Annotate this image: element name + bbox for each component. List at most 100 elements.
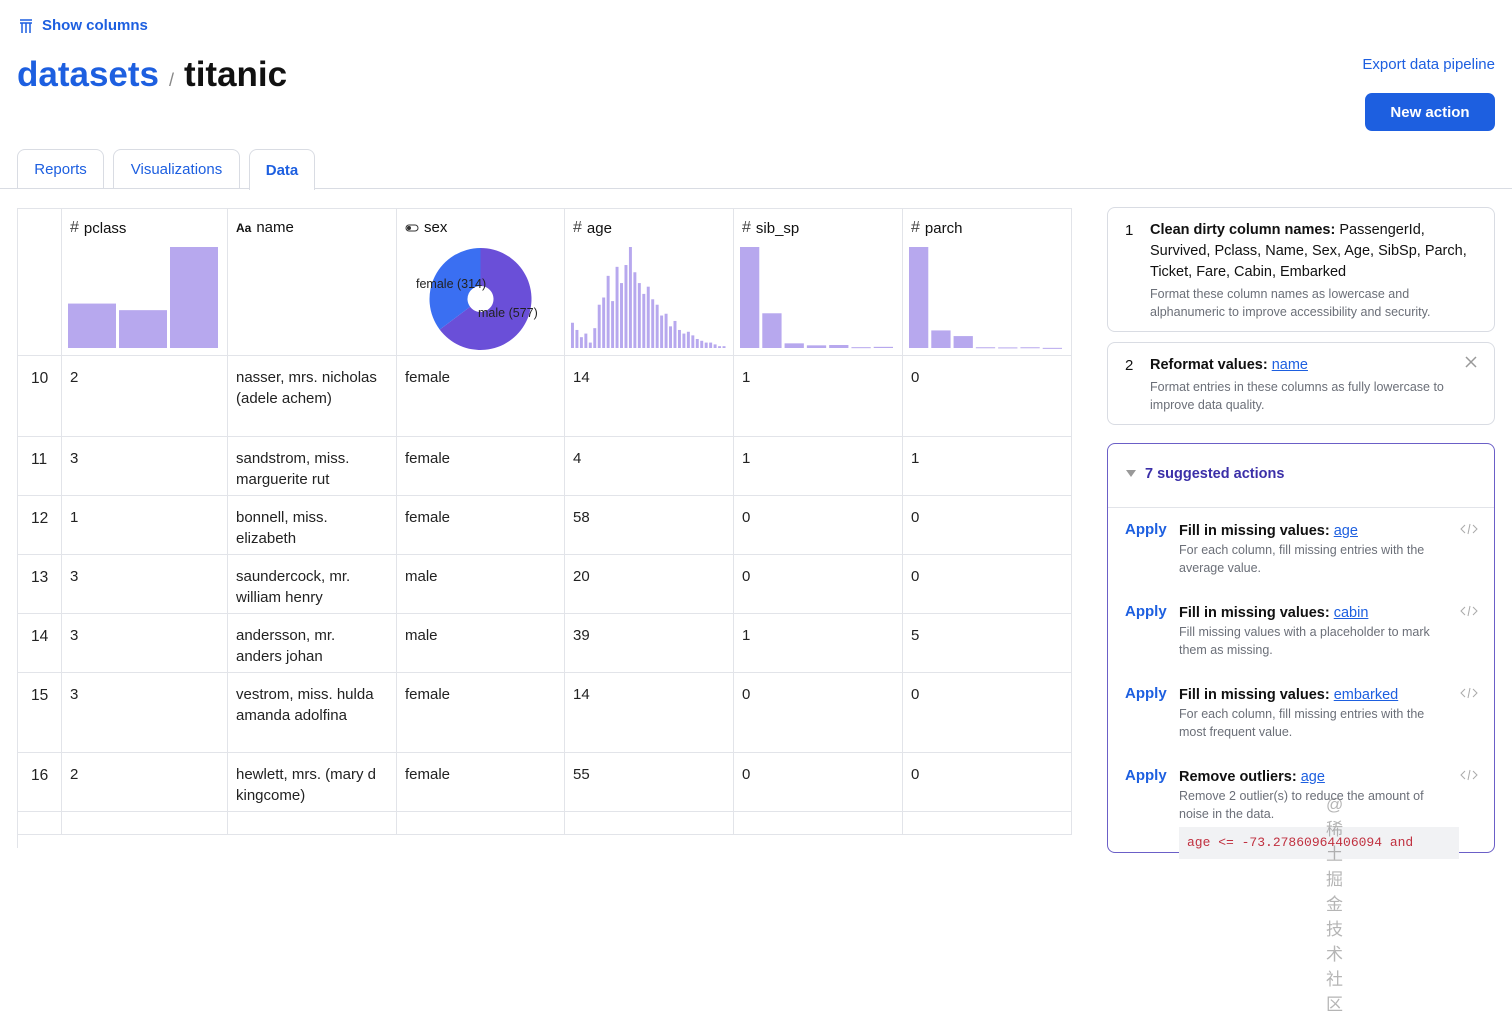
table-cell: 3 (62, 673, 228, 753)
table-cell: 0 (734, 555, 903, 614)
step-title-text: Reformat values: (1150, 357, 1268, 373)
header-cell (18, 209, 62, 356)
table-cell: 0 (903, 673, 1072, 753)
table-cell: andersson, mr. anders johan (228, 614, 397, 673)
tab[interactable]: Visualizations (113, 149, 240, 189)
code-glyph (1460, 605, 1478, 617)
suggestion-description: For each column, fill missing entries wi… (1179, 543, 1425, 575)
column-type-icon: # (573, 219, 582, 236)
mini-chart (68, 247, 218, 348)
code-icon[interactable] (1460, 769, 1478, 781)
step-title-text: Clean dirty column names: (1150, 222, 1336, 238)
histogram-bar (624, 265, 628, 348)
histogram-bar (677, 329, 681, 348)
histogram-bar (806, 345, 827, 348)
table-cell: female (397, 356, 565, 437)
histogram-bar (588, 342, 592, 348)
table-cell: sandstrom, miss. marguerite rut (228, 437, 397, 496)
code-glyph (1460, 687, 1478, 699)
apply-button[interactable]: Apply (1125, 521, 1167, 538)
histogram-bar (953, 336, 973, 348)
histogram-bar (704, 342, 708, 348)
histogram-bar (602, 297, 606, 348)
histogram-bar (784, 343, 804, 348)
column-name: age (586, 219, 612, 237)
suggestion-body: Fill in missing values: age For each colu… (1179, 521, 1449, 577)
breadcrumb-separator: / (169, 70, 175, 90)
column-link[interactable]: age (1300, 769, 1325, 785)
export-link[interactable]: Export data pipeline (1362, 56, 1495, 73)
table-cell: 0 (903, 555, 1072, 614)
histogram-bar (606, 275, 610, 348)
histogram-bar (1042, 347, 1062, 349)
close-button[interactable] (1464, 355, 1478, 369)
column-type-icon: Aa (236, 220, 252, 235)
apply-button[interactable]: Apply (1125, 767, 1167, 784)
histogram-bar (646, 286, 650, 348)
histogram-bar (975, 347, 996, 349)
apply-button[interactable]: Apply (1125, 603, 1167, 620)
table-cell: 0 (903, 356, 1072, 437)
table-cell: 0 (734, 753, 903, 812)
tab-active[interactable]: Data (249, 149, 315, 190)
suggestions-panel: 7 suggested actions Apply Fill in missing … (1107, 443, 1495, 859)
tab[interactable]: Reports (17, 149, 104, 189)
toggle-icon (405, 224, 419, 231)
table-cell: 4 (565, 437, 734, 496)
histogram-bar (718, 346, 722, 348)
table-cell: 1 (734, 614, 903, 673)
code-icon[interactable] (1460, 523, 1478, 535)
table-cell: nasser, mrs. nicholas (adele achem) (228, 356, 397, 437)
show-columns[interactable]: Show columns (18, 17, 148, 34)
table-cell: 14 (565, 673, 734, 753)
table-cell: female (397, 753, 565, 812)
column-header: sex (405, 219, 447, 236)
histogram-bar (713, 344, 717, 348)
table-cell: female (397, 673, 565, 753)
pie-slice (429, 248, 481, 330)
code-icon[interactable] (1460, 605, 1478, 617)
suggestion-title-text: Fill in missing values: (1179, 605, 1330, 621)
table-cell: 20 (565, 555, 734, 614)
column-type-icon: # (742, 219, 751, 236)
suggestion-title: Fill in missing values: embarked (1179, 685, 1449, 705)
header-cell: # age (565, 209, 734, 356)
row-index: 10 (18, 356, 62, 437)
column-link[interactable]: cabin (1333, 605, 1369, 621)
code-icon[interactable] (1460, 687, 1478, 699)
histogram-bar (628, 247, 632, 348)
histogram-bar (664, 313, 668, 348)
histogram-bar (571, 322, 574, 348)
tab-divider (0, 188, 1512, 189)
columns-icon (20, 18, 32, 33)
histogram-bar (170, 247, 218, 348)
histogram-bar (593, 328, 597, 348)
suggestion-title: Remove outliers: age (1179, 767, 1449, 787)
step-title: Clean dirty column names: PassengerId, S… (1150, 220, 1470, 283)
suggestions-header[interactable]: 7 suggested actions (1126, 466, 1284, 482)
apply-button[interactable]: Apply (1125, 685, 1167, 702)
histogram-bar (673, 320, 677, 348)
row-index: 14 (18, 614, 62, 673)
histogram-bar (597, 304, 601, 348)
table-cell (565, 812, 734, 835)
breadcrumb-link[interactable]: datasets (17, 55, 160, 94)
suggestion-title-text: Fill in missing values: (1179, 523, 1330, 539)
column-link[interactable]: embarked (1333, 687, 1399, 703)
column-link[interactable]: age (1333, 523, 1358, 539)
mini-chart (740, 247, 893, 349)
header-cell: sex female (314) male (577) (397, 209, 565, 356)
table-cell (903, 812, 1072, 835)
new-action-button[interactable]: New action (1365, 93, 1495, 131)
table-cell: 1 (62, 496, 228, 555)
table-cell: 5 (903, 614, 1072, 673)
data-table: # pclass Aa name sex female (314) male (577) # a… (17, 208, 1072, 848)
suggestion-title: Fill in missing values: cabin (1179, 603, 1449, 623)
step-number: 2 (1125, 357, 1134, 374)
watermark: @稀土掘金技术社区 (1326, 795, 1344, 1014)
step-title: Reformat values: name (1150, 355, 1470, 376)
close-icon (1465, 356, 1477, 368)
table-cell (397, 812, 565, 835)
column-link[interactable]: name (1271, 357, 1308, 373)
collapse-icon (1126, 470, 1136, 477)
